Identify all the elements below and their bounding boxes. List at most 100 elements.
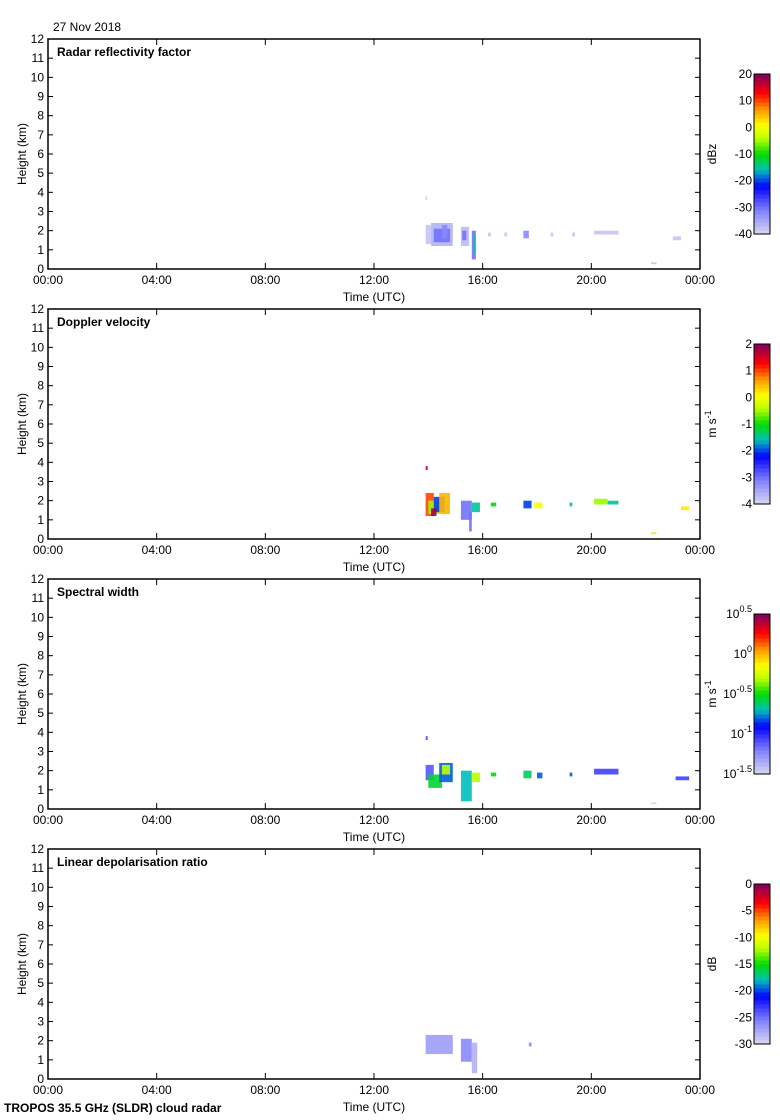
echo-patch bbox=[537, 772, 543, 779]
echo-patch bbox=[425, 736, 428, 740]
colorbar-segment bbox=[754, 154, 770, 159]
colorbar-segment bbox=[754, 646, 770, 651]
colorbar-segment bbox=[754, 1024, 770, 1029]
colorbar-segment bbox=[754, 714, 770, 719]
colorbar-segment bbox=[754, 130, 770, 135]
y-tick-label: 0 bbox=[37, 802, 44, 816]
colorbar-segment bbox=[754, 210, 770, 215]
colorbar-tick-base: 0 bbox=[745, 877, 752, 891]
echo-patch bbox=[441, 764, 451, 775]
y-tick-label: 12 bbox=[31, 842, 45, 856]
colorbar-tick-base: 10 bbox=[723, 767, 737, 781]
echo-patch bbox=[441, 224, 448, 239]
colorbar-tick-base: 10 bbox=[739, 94, 753, 108]
colorbar-tick-base: 10 bbox=[734, 647, 748, 661]
colorbar-segment bbox=[754, 1008, 770, 1013]
colorbar-segment bbox=[754, 178, 770, 183]
x-axis-label: Time (UTC) bbox=[343, 1100, 405, 1114]
colorbar-segment bbox=[754, 896, 770, 901]
colorbar-unit: dBz bbox=[705, 144, 719, 165]
colorbar-segment bbox=[754, 222, 770, 227]
echo-patch bbox=[460, 1038, 472, 1062]
colorbar-segment bbox=[754, 82, 770, 87]
colorbar-segment bbox=[754, 904, 770, 909]
colorbar-tick-label: -10 bbox=[735, 930, 753, 944]
echo-patch bbox=[569, 502, 573, 507]
colorbar-tick-base: -30 bbox=[735, 200, 753, 214]
colorbar-tick-label: -15 bbox=[735, 957, 753, 971]
colorbar-segment bbox=[754, 166, 770, 171]
colorbar-segment bbox=[754, 940, 770, 945]
y-tick-label: 1 bbox=[37, 513, 44, 527]
colorbar-segment bbox=[754, 996, 770, 1001]
y-tick-label: 1 bbox=[37, 243, 44, 257]
footer-label: TROPOS 35.5 GHz (SLDR) cloud radar bbox=[4, 1101, 222, 1115]
colorbar-segment bbox=[754, 1028, 770, 1033]
echo-patch bbox=[471, 772, 480, 783]
colorbar-segment bbox=[754, 960, 770, 965]
colorbar-segment bbox=[754, 900, 770, 905]
echo-patch bbox=[651, 532, 657, 535]
colorbar-segment bbox=[754, 746, 770, 751]
y-tick-label: 7 bbox=[37, 668, 44, 682]
panel-4: Linear depolarisation ratio0123456789101… bbox=[15, 842, 771, 1114]
y-tick-label: 6 bbox=[37, 417, 44, 431]
colorbar-segment bbox=[754, 356, 770, 361]
colorbar-segment bbox=[754, 364, 770, 369]
colorbar-segment bbox=[754, 456, 770, 461]
colorbar-segment bbox=[754, 936, 770, 941]
colorbar-tick-label: 10-0.5 bbox=[723, 684, 752, 701]
echo-patch bbox=[490, 502, 497, 507]
colorbar-unit: dB bbox=[705, 957, 719, 972]
colorbar-segment bbox=[754, 218, 770, 223]
x-axis-label: Time (UTC) bbox=[343, 830, 405, 844]
y-tick-label: 8 bbox=[37, 919, 44, 933]
colorbar-segment bbox=[754, 758, 770, 763]
colorbar-segment bbox=[754, 432, 770, 437]
colorbar-segment bbox=[754, 1032, 770, 1037]
x-tick-label: 08:00 bbox=[250, 273, 280, 287]
colorbar-segment bbox=[754, 348, 770, 353]
echo-patch bbox=[471, 1042, 478, 1074]
colorbar-segment bbox=[754, 924, 770, 929]
echo-patch bbox=[460, 770, 472, 802]
colorbar-segment bbox=[754, 404, 770, 409]
colorbar-segment bbox=[754, 146, 770, 151]
panel-title: Linear depolarisation ratio bbox=[57, 855, 208, 869]
x-tick-label: 16:00 bbox=[468, 813, 498, 827]
colorbar-segment bbox=[754, 186, 770, 191]
colorbar-segment bbox=[754, 476, 770, 481]
colorbar-tick-base: -10 bbox=[735, 147, 753, 161]
unit-base: dBz bbox=[705, 144, 719, 165]
x-tick-label: 04:00 bbox=[142, 273, 172, 287]
colorbar-segment bbox=[754, 750, 770, 755]
colorbar-segment bbox=[754, 884, 770, 889]
echo-patch bbox=[488, 232, 491, 237]
colorbar-tick-base: 10 bbox=[723, 687, 737, 701]
colorbar-segment bbox=[754, 618, 770, 623]
colorbar-segment bbox=[754, 928, 770, 933]
colorbar-segment bbox=[754, 1012, 770, 1017]
x-tick-label: 20:00 bbox=[576, 543, 606, 557]
colorbar-segment bbox=[754, 202, 770, 207]
colorbar-segment bbox=[754, 908, 770, 913]
colorbar-tick-base: 0 bbox=[745, 390, 752, 404]
x-tick-label: 16:00 bbox=[468, 543, 498, 557]
colorbar-tick-label: -5 bbox=[741, 904, 752, 918]
echo-patch bbox=[569, 772, 573, 777]
x-tick-label: 00:00 bbox=[685, 813, 715, 827]
y-tick-label: 12 bbox=[31, 32, 45, 46]
echo-patch bbox=[594, 230, 619, 235]
date-label: 27 Nov 2018 bbox=[53, 20, 122, 34]
colorbar-segment bbox=[754, 484, 770, 489]
colorbar-segment bbox=[754, 448, 770, 453]
echo-patch bbox=[523, 770, 532, 779]
colorbar-segment bbox=[754, 424, 770, 429]
y-tick-label: 6 bbox=[37, 147, 44, 161]
colorbar-tick-label: 10-1 bbox=[731, 724, 752, 741]
echo-patch bbox=[607, 500, 619, 505]
colorbar-segment bbox=[754, 694, 770, 699]
